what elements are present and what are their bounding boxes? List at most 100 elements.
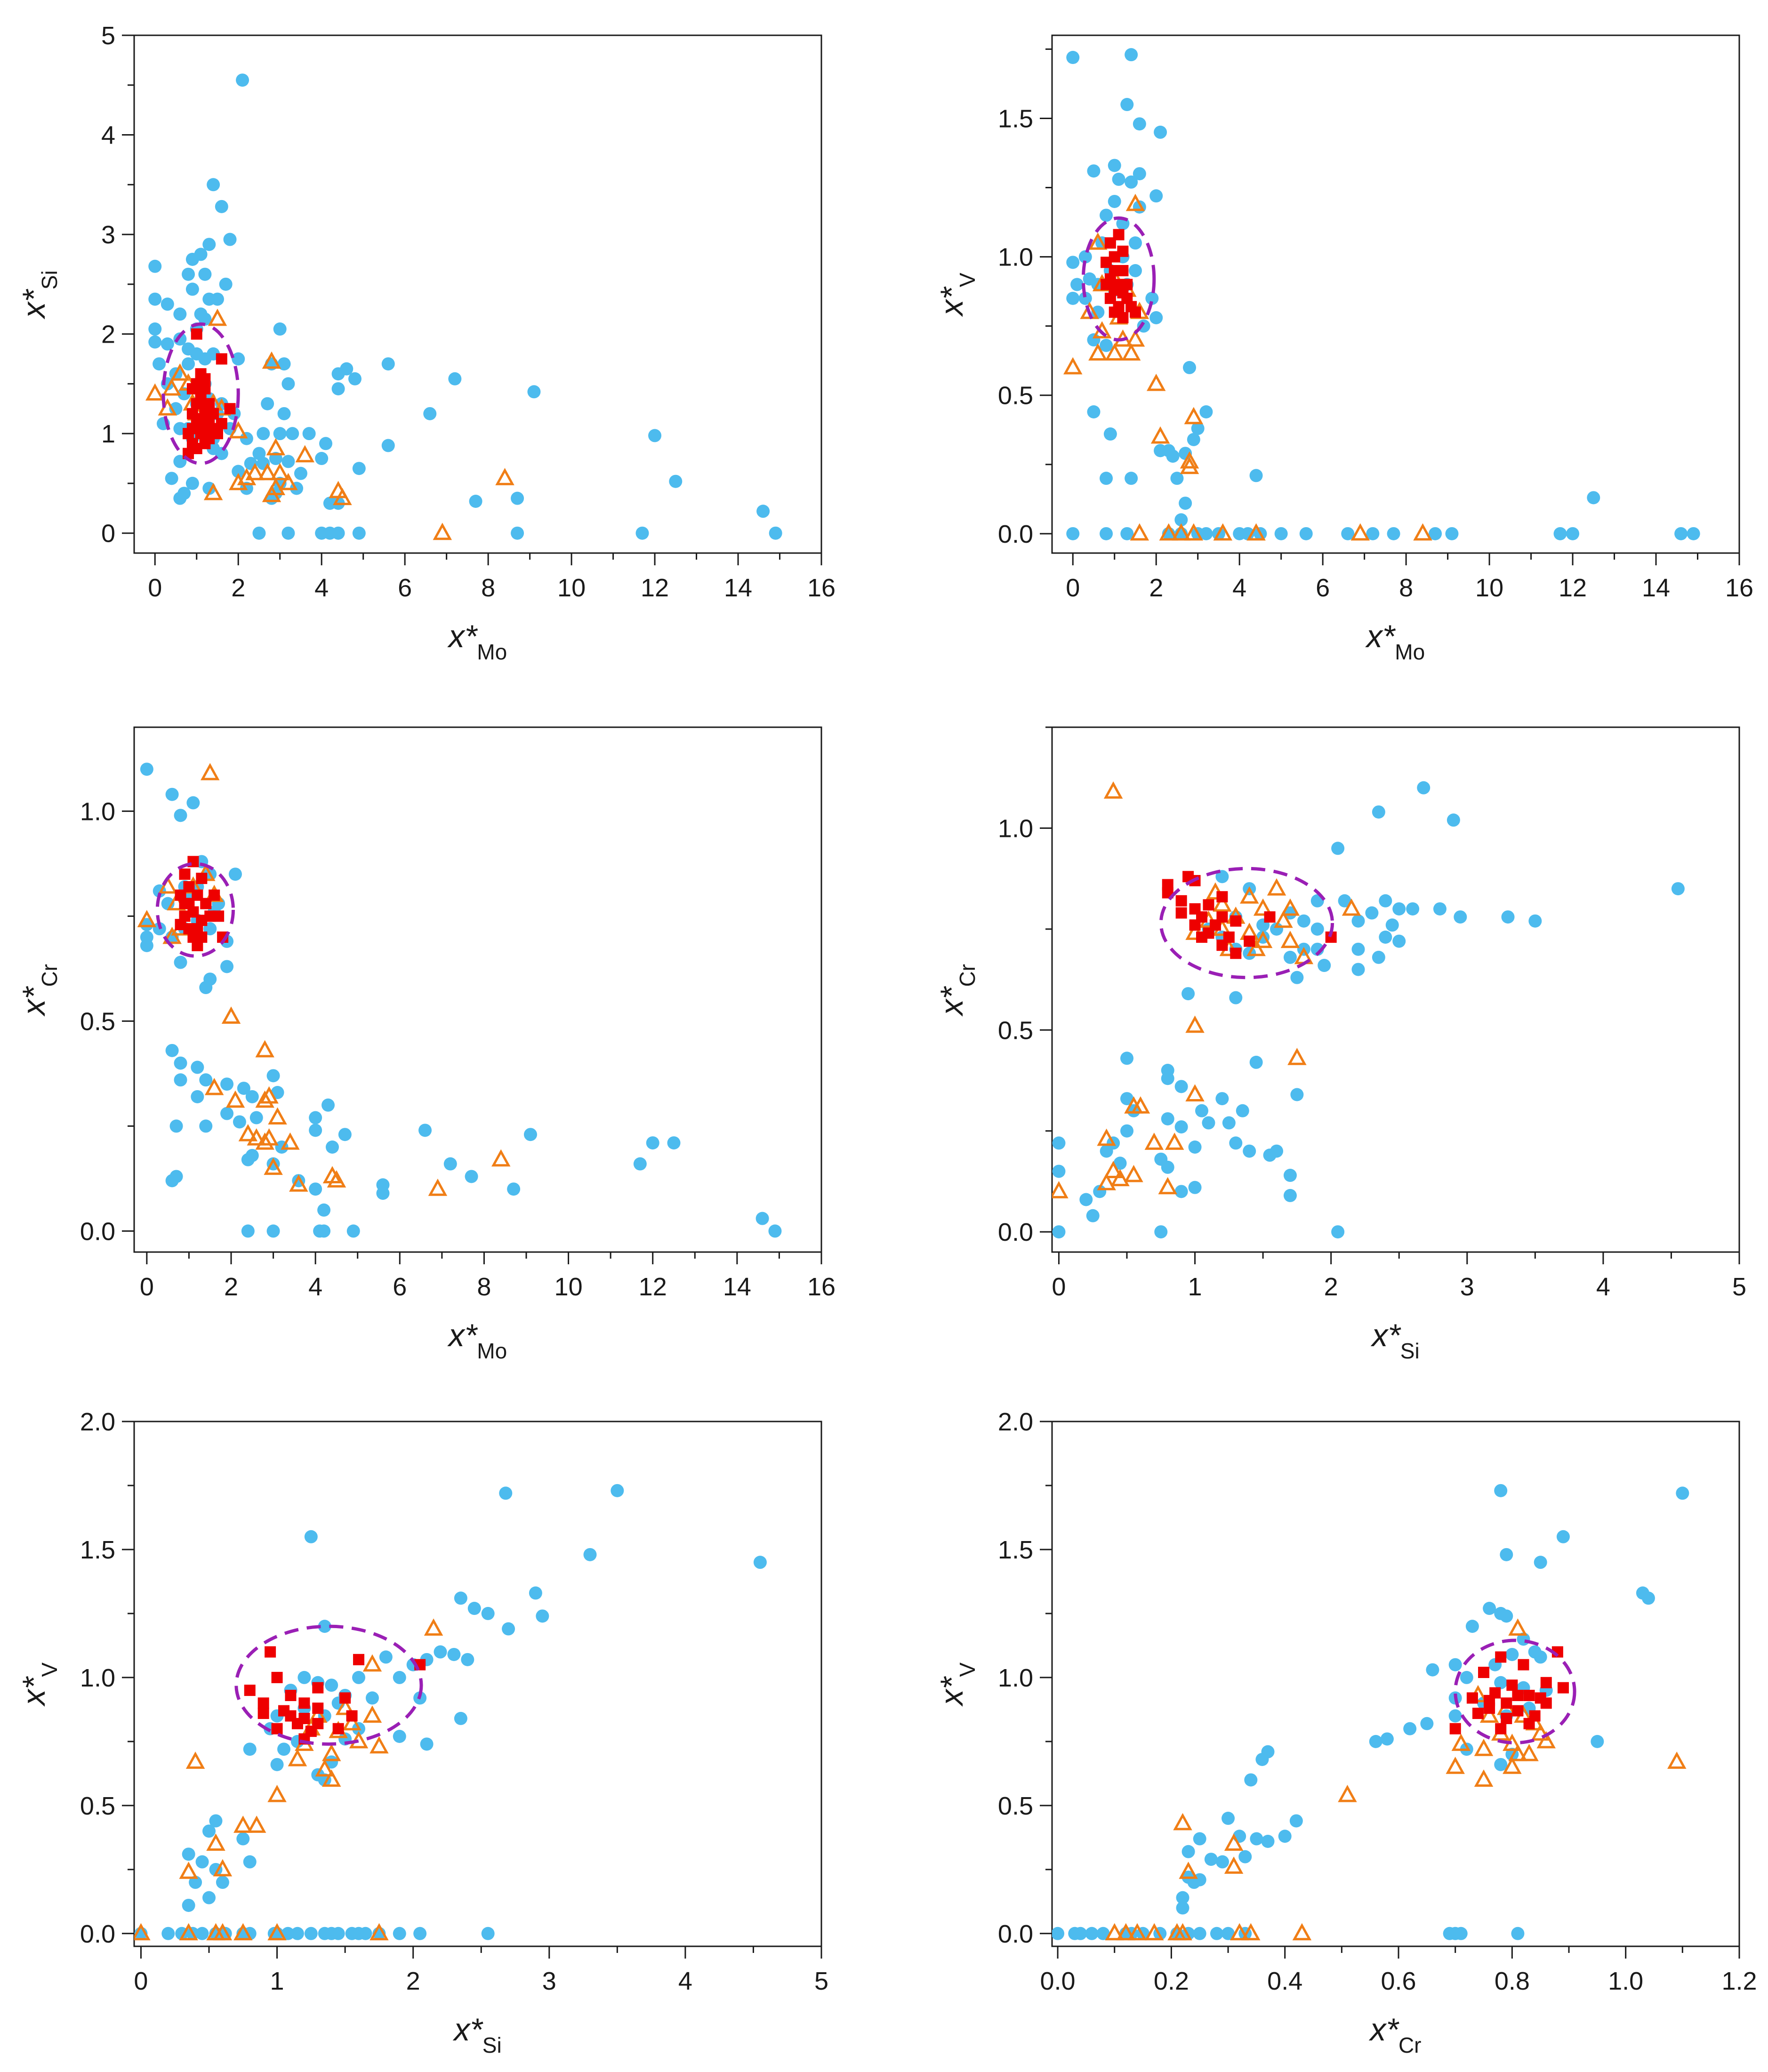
data-point-circle — [1222, 1116, 1236, 1130]
x-axis-label: x*Mo — [1365, 618, 1425, 664]
data-point-circle — [511, 526, 524, 540]
data-point-circle — [199, 1073, 213, 1087]
data-point-circle — [1100, 209, 1113, 222]
data-point-circle — [1112, 172, 1125, 186]
data-point-circle — [338, 1128, 352, 1141]
data-point-circle — [321, 1098, 335, 1112]
data-point-square — [1264, 911, 1276, 923]
data-point-triangle — [1173, 1813, 1192, 1831]
data-point-triangle — [333, 488, 352, 506]
series-squares — [183, 328, 236, 459]
x-tick-label: 0.0 — [1040, 1967, 1076, 1995]
data-point-circle — [257, 427, 270, 441]
data-point-square — [271, 1723, 283, 1735]
data-point-circle — [215, 447, 228, 460]
data-point-triangle — [137, 910, 157, 927]
data-point-triangle — [1121, 343, 1141, 361]
x-axis-label-sub: Mo — [477, 1339, 507, 1363]
data-point-circle — [266, 1224, 280, 1238]
data-point-square — [1196, 932, 1208, 943]
data-point-square — [199, 438, 211, 450]
data-point-circle — [1671, 882, 1685, 896]
data-point-square — [257, 1697, 269, 1709]
data-point-circle — [309, 1124, 322, 1137]
data-point-circle — [1483, 1602, 1496, 1615]
data-point-triangle — [1280, 931, 1300, 948]
data-point-circle — [325, 1678, 338, 1692]
plot-frame — [1051, 726, 1740, 1253]
data-point-triangle — [1350, 523, 1370, 541]
data-point-triangle — [1253, 931, 1273, 948]
data-point-square — [1484, 1695, 1495, 1706]
data-point-circle — [318, 1620, 331, 1633]
data-point-circle — [352, 1670, 366, 1684]
data-point-circle — [202, 1891, 216, 1904]
data-point-square — [192, 940, 203, 951]
y-axis-label: x*V — [934, 273, 980, 317]
cluster-ellipse — [1081, 216, 1156, 342]
x-tick-label: 14 — [1642, 574, 1670, 602]
data-point-circle — [1120, 527, 1134, 540]
x-tick-label: 3 — [1460, 1273, 1474, 1301]
data-point-triangle — [1508, 1618, 1527, 1636]
data-point-circle — [281, 1927, 295, 1940]
data-point-circle — [1195, 1104, 1209, 1117]
data-point-circle — [243, 1743, 257, 1756]
x-axis-label-main: x* — [1370, 1317, 1401, 1353]
data-point-circle — [1534, 1556, 1547, 1569]
plot-area — [134, 1484, 767, 1941]
x-tick-label: 6 — [393, 1273, 407, 1301]
data-point-circle — [1505, 1647, 1519, 1661]
data-point-circle — [423, 407, 437, 420]
data-point-circle — [1494, 1676, 1508, 1689]
y-axis-label-main: x* — [16, 289, 52, 320]
data-point-circle — [1392, 934, 1406, 948]
data-point-square — [1175, 907, 1187, 919]
data-point-circle — [481, 1606, 495, 1620]
data-point-circle — [215, 200, 228, 213]
series-squares — [1101, 229, 1141, 323]
data-point-circle — [393, 1730, 406, 1743]
data-point-square — [346, 1710, 358, 1722]
data-point-triangle — [1088, 233, 1108, 250]
x-tick-label: 14 — [723, 1273, 751, 1301]
data-point-circle — [1263, 1148, 1277, 1162]
data-point-circle — [1066, 256, 1080, 269]
data-point-circle — [281, 455, 295, 468]
data-point-triangle — [495, 468, 514, 485]
data-point-circle — [1283, 906, 1297, 920]
data-point-triangle — [255, 1040, 274, 1058]
data-point-circle — [198, 267, 212, 281]
data-point-circle — [331, 382, 345, 395]
data-point-circle — [523, 1128, 537, 1141]
data-point-circle — [1161, 1160, 1174, 1174]
data-point-triangle — [262, 485, 281, 502]
data-point-circle — [1318, 959, 1331, 972]
x-tick-label: 4 — [1596, 1273, 1610, 1301]
data-point-triangle — [1508, 1743, 1527, 1761]
data-point-triangle — [238, 1124, 258, 1141]
data-point-circle — [174, 1073, 187, 1087]
y-tick-label: 0.5 — [998, 1016, 1033, 1044]
y-axis-label: x*Si — [16, 270, 62, 319]
x-tick-label: 5 — [1732, 1273, 1746, 1301]
data-point-circle — [277, 357, 291, 371]
data-point-square — [191, 328, 202, 340]
data-point-circle — [418, 1124, 432, 1137]
data-point-square — [208, 408, 219, 419]
y-axis-label-sub: Cr — [37, 964, 62, 987]
x-tick-label: 8 — [1399, 574, 1413, 602]
data-point-circle — [583, 1548, 597, 1561]
data-point-circle — [245, 1090, 259, 1103]
data-point-triangle — [206, 1833, 225, 1851]
data-point-circle — [232, 465, 245, 478]
data-point-triangle — [264, 1157, 283, 1175]
data-point-triangle — [213, 1859, 233, 1877]
data-point-circle — [529, 1586, 542, 1600]
data-point-circle — [190, 347, 203, 361]
data-point-triangle — [247, 1128, 266, 1146]
data-point-triangle — [1446, 1757, 1465, 1774]
x-tick-label: 4 — [314, 574, 329, 602]
data-point-triangle — [1274, 910, 1293, 928]
